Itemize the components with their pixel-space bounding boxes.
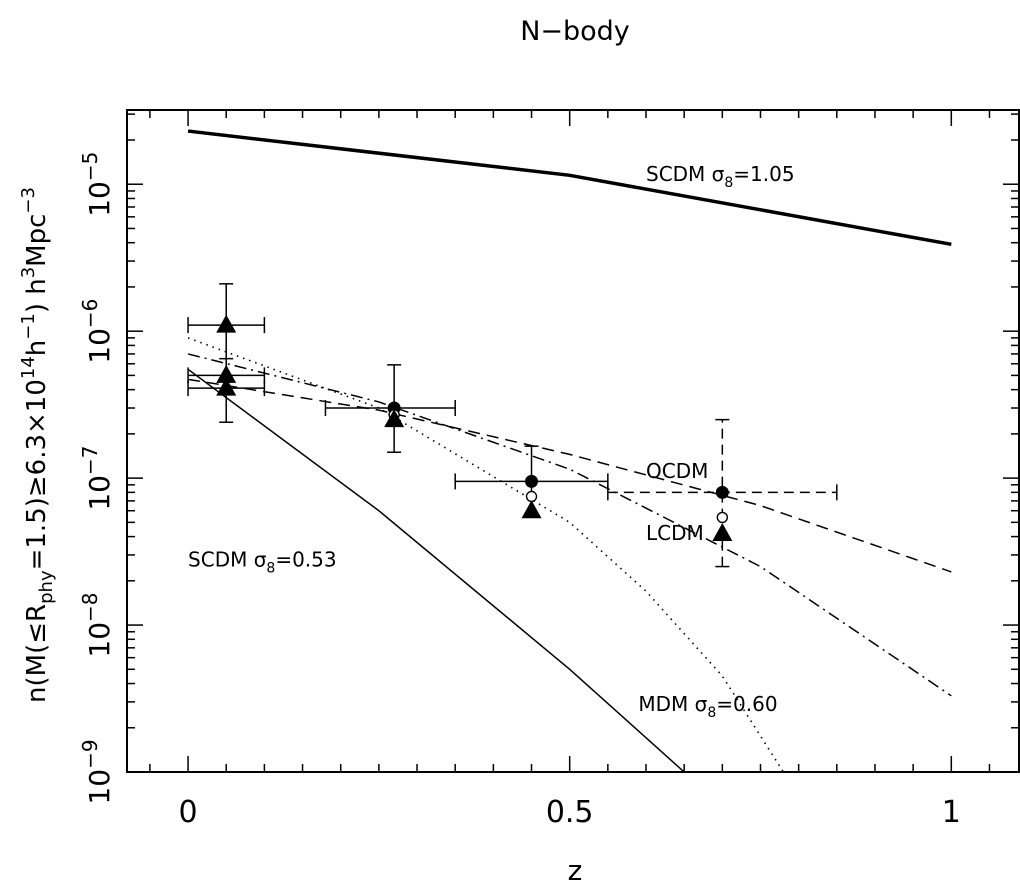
triangle-marker <box>384 409 405 428</box>
open-circle-marker <box>716 511 729 524</box>
axis-ticks: 0 0.5 110−910−810−710−610−5 <box>78 110 1019 830</box>
y-tick-base: 10 <box>83 622 116 658</box>
annotation-subscript: 8 <box>707 705 716 721</box>
x-tick-label: 0 <box>179 795 198 830</box>
open-circle-marker <box>525 490 538 503</box>
y-tick-label-text: 10−5 <box>78 152 116 217</box>
y-tick-exponent: −7 <box>78 446 102 475</box>
y-tick-exponent: −9 <box>78 739 102 768</box>
annotation-text: OCDM <box>646 459 708 483</box>
y-axis-label-sup-3: 3 <box>18 267 39 278</box>
annotation-text: LCDM <box>646 521 704 545</box>
y-tick-base: 10 <box>83 475 116 511</box>
plot-frame <box>126 109 1020 773</box>
series-line-thin-solid <box>187 368 685 773</box>
annotation-text: MDM σ <box>638 692 707 716</box>
y-axis-label-part-3: h <box>22 340 52 356</box>
series-line-dotted <box>187 337 785 773</box>
data-points <box>187 283 838 568</box>
y-tick-exponent: −5 <box>78 152 102 181</box>
filled-circle-marker <box>715 485 729 499</box>
triangle-marker <box>521 500 542 519</box>
y-axis-label-part-5: Mpc <box>22 214 52 267</box>
y-axis-label-part-1: n(M(≤R <box>22 604 52 703</box>
chart-title: N−body <box>520 16 630 47</box>
x-tick-label: 1 <box>942 795 961 830</box>
annotation-value: =0.60 <box>716 692 777 716</box>
y-tick-base: 10 <box>83 328 116 364</box>
y-tick-label: 10−7 <box>78 446 116 511</box>
annotation-value: =0.53 <box>275 548 336 572</box>
annotation-text: SCDM σ <box>646 162 725 186</box>
annotation-subscript: 8 <box>724 175 733 191</box>
x-axis-label: z <box>568 854 583 887</box>
y-axis-label-part-4: ) h <box>22 278 52 313</box>
y-tick-label: 10−8 <box>78 592 116 657</box>
annotation-label: SCDM σ8=0.53 <box>188 548 337 577</box>
y-tick-base: 10 <box>83 181 116 217</box>
y-tick-label-text: 10−8 <box>78 592 116 657</box>
y-axis-label-sub-1: phy <box>36 570 57 604</box>
y-axis-label-sup-1: 14 <box>18 356 39 379</box>
y-axis-label-sup-2: −1 <box>18 313 39 340</box>
series-line-dash-dot <box>187 353 952 697</box>
y-tick-label: 10−5 <box>78 152 116 217</box>
plot-border <box>126 109 1020 773</box>
annotation-label: OCDM <box>646 459 708 483</box>
series-lines <box>187 129 952 773</box>
y-tick-label-text: 10−6 <box>78 299 116 364</box>
y-tick-exponent: −6 <box>78 299 102 328</box>
annotation-value: =1.05 <box>733 162 794 186</box>
y-axis-label-sup-4: −3 <box>18 187 39 214</box>
series-line-thick-solid <box>187 129 952 247</box>
y-axis-label: n(M(≤Rphy=1.5)≥6.3×1014h−1) h3Mpc−3 <box>18 187 57 703</box>
annotation-subscript: 8 <box>266 561 275 577</box>
y-tick-label: 10−9 <box>78 739 116 804</box>
x-tick-label: 0.5 <box>546 795 594 830</box>
annotation-text: SCDM σ <box>188 548 267 572</box>
y-tick-label: 10−6 <box>78 299 116 364</box>
y-axis-label-part-2: =1.5)≥6.3×10 <box>22 379 52 570</box>
annotation-label: SCDM σ8=1.05 <box>646 162 795 191</box>
filled-circle-marker <box>525 474 539 488</box>
triangle-marker <box>216 314 237 333</box>
y-tick-label-text: 10−9 <box>78 739 116 804</box>
series-line-dashed <box>187 378 952 573</box>
y-tick-base: 10 <box>83 769 116 805</box>
triangle-marker <box>216 364 237 383</box>
annotation-label: MDM σ8=0.60 <box>638 692 777 721</box>
triangle-marker <box>216 377 237 396</box>
triangle-marker <box>712 522 733 541</box>
y-tick-exponent: −8 <box>78 592 102 621</box>
y-tick-label-text: 10−7 <box>78 446 116 511</box>
annotation-label: LCDM <box>646 521 704 545</box>
